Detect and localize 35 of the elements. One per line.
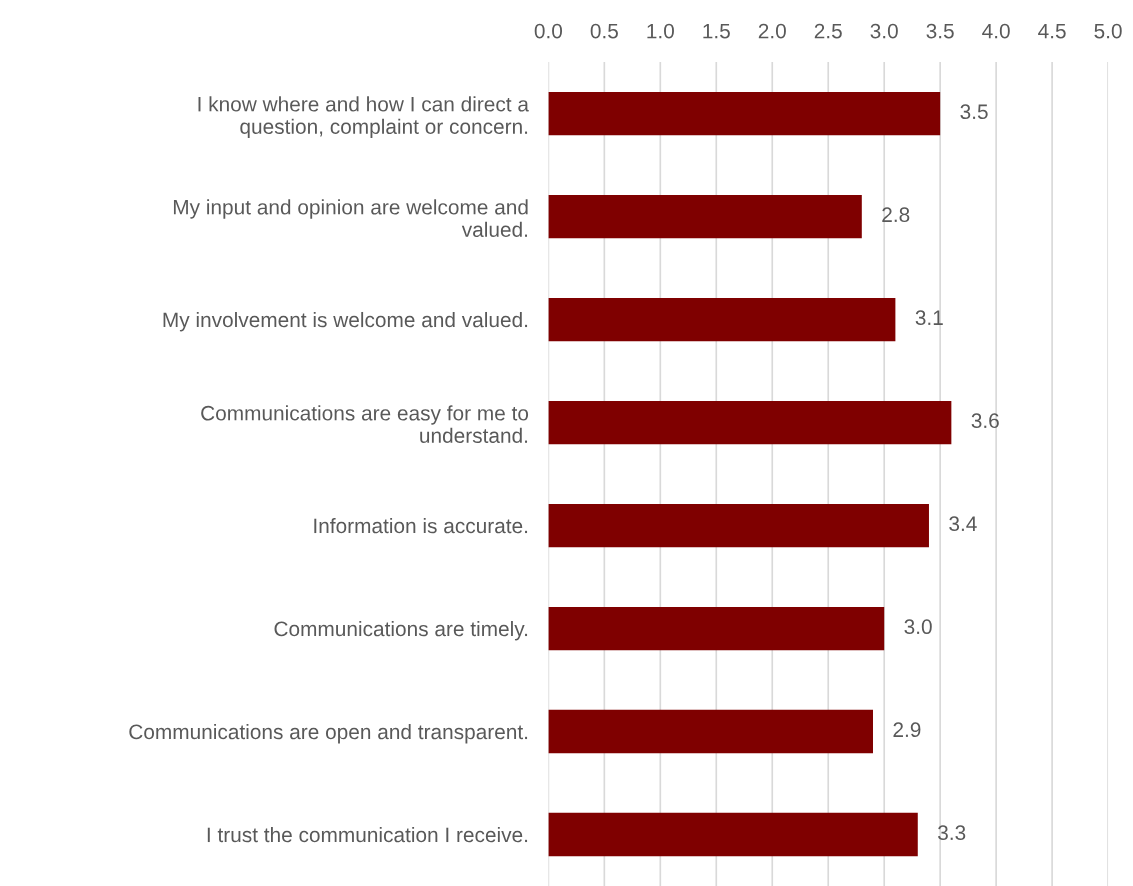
x-tick-label: 5.0 [1094, 23, 1122, 39]
bar [548, 503, 929, 548]
y-tick-label: Communications are open and transparent. [129, 723, 528, 744]
y-tick-label: Information is accurate. [314, 517, 528, 534]
x-tick-label: 1.0 [647, 23, 674, 39]
bar [548, 606, 885, 651]
x-tick-label: 4.0 [982, 23, 1010, 39]
bar [548, 709, 873, 754]
bar [548, 400, 952, 445]
data-label: 3.0 [904, 619, 932, 635]
x-tick-label: 0.0 [534, 23, 563, 39]
data-label: 3.1 [915, 310, 943, 326]
y-tick-label: Communications are timely. [274, 620, 528, 641]
data-label: 2.8 [882, 207, 910, 223]
x-tick-label: 2.0 [758, 23, 786, 39]
data-label: 3.4 [949, 516, 977, 532]
data-label: 3.6 [971, 413, 999, 429]
y-tick-label: Communications are easy for me to understand. [201, 405, 529, 443]
y-tick-label: I know where and how I can direct a question, complaint or concern. [198, 96, 529, 139]
bar [548, 297, 896, 342]
bar [548, 812, 918, 857]
x-tick-label: 0.5 [590, 23, 618, 39]
bar [548, 91, 941, 136]
x-tick-label: 2.5 [814, 23, 842, 39]
bar [548, 194, 862, 239]
data-label: 2.9 [893, 722, 921, 738]
x-tick-label: 3.5 [926, 23, 954, 39]
x-tick-label: 1.5 [703, 23, 730, 39]
y-tick-label: My involvement is welcome and valued. [163, 311, 528, 332]
x-tick-label: 4.5 [1038, 23, 1066, 39]
data-label: 3.5 [960, 104, 988, 120]
x-tick-label: 3.0 [870, 23, 898, 39]
data-label: 3.3 [938, 825, 966, 841]
y-tick-label: I trust the communication I receive. [207, 826, 528, 843]
y-tick-label: My input and opinion are welcome and valued. [173, 199, 528, 237]
